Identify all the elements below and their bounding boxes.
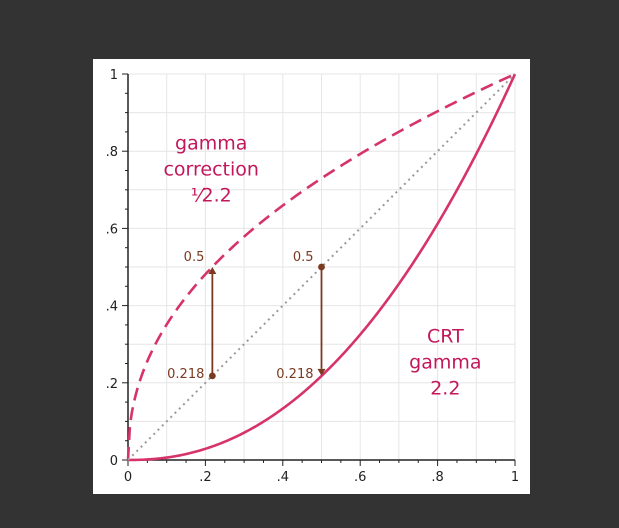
y-tick-label: .8 (106, 145, 118, 160)
annotation-arrow-head (317, 368, 326, 376)
series-line-gamma-correction (126, 72, 516, 461)
annotation-label-top: 0.5 (184, 250, 205, 265)
x-tick-label: 0 (124, 470, 132, 485)
curve-label-gamma-correction: gamma correction ⅟2.2 (163, 132, 258, 206)
curve-label-crt-gamma: CRT gamma 2.2 (409, 325, 481, 399)
annotation-dot (318, 263, 325, 271)
curve-label-line: gamma (409, 351, 481, 373)
annotation-label-bottom: 0.218 (276, 367, 313, 382)
axes: 0 .2 .4 .6 .8 1 0 .2 .4 .6 .8 1 (106, 68, 520, 485)
x-tick-label: .4 (277, 470, 289, 485)
curves (126, 72, 517, 462)
x-tick-label: .2 (199, 470, 211, 485)
curve-labels: gamma correction ⅟2.2 CRT gamma 2.2 (163, 132, 481, 399)
y-tick-label: .4 (106, 300, 118, 315)
y-tick-label: .6 (106, 222, 118, 237)
chart-panel: 0 .2 .4 .6 .8 1 0 .2 .4 .6 .8 1 0.5 0.218 0.5 0.218 ga… (93, 59, 530, 494)
x-tick-label: .8 (431, 470, 443, 485)
annotation-label-top: 0.5 (293, 250, 314, 265)
x-tick-label: .6 (354, 470, 366, 485)
y-tick-label: 1 (110, 68, 118, 83)
annotation-arrow-head (208, 267, 217, 274)
annotations: 0.5 0.218 0.5 0.218 (167, 250, 326, 382)
series-line-identity (127, 73, 516, 461)
annotation-dot (208, 372, 216, 380)
annotation-label-bottom: 0.218 (167, 367, 204, 382)
grid (127, 73, 516, 461)
curve-label-line: 2.2 (430, 377, 460, 399)
y-tick-label: 0 (110, 454, 118, 469)
y-tick-label: .2 (106, 377, 118, 392)
series-line-crt-gamma (128, 73, 517, 462)
x-tick-label: 1 (511, 470, 519, 485)
gamma-chart: 0 .2 .4 .6 .8 1 0 .2 .4 .6 .8 1 0.5 0.218 0.5 0.218 ga… (106, 68, 520, 485)
curve-label-line: gamma (175, 132, 247, 154)
curve-label-line: CRT (427, 325, 464, 347)
curve-label-line: ⅟2.2 (191, 184, 232, 206)
curve-label-line: correction (163, 158, 258, 180)
